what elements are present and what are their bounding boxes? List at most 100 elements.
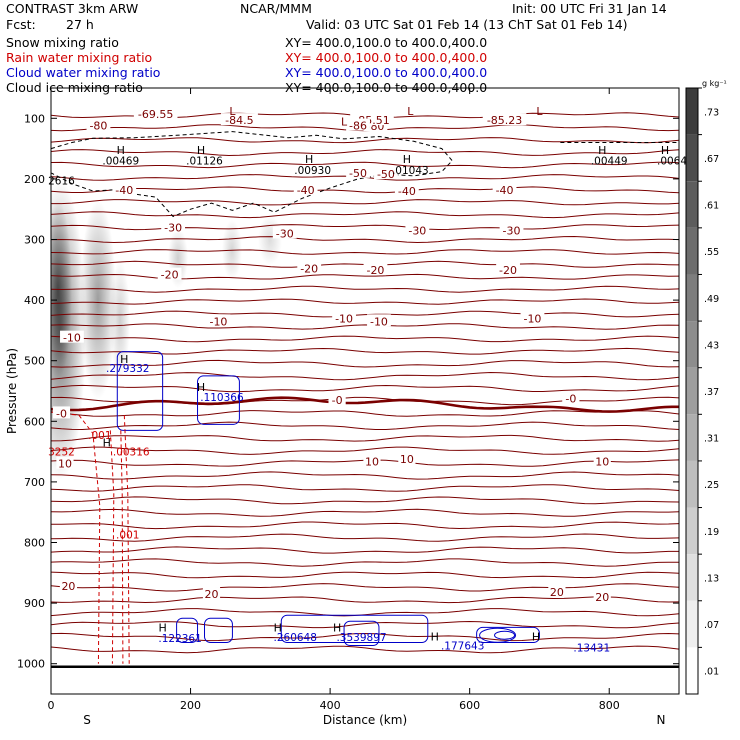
cloud-water-contour [479, 627, 517, 643]
isotherm-line [51, 323, 679, 330]
field-cloudwater-xy: XY= 400.0,100.0 to 400.0,400.0 [285, 65, 488, 80]
isotherm-line [51, 533, 679, 542]
temperature-label-bg [272, 226, 297, 239]
maximum-value-label: .00469 [102, 156, 139, 168]
isotherm-line [51, 335, 679, 343]
rain-water-contours [50, 411, 130, 664]
temperature-label-bg [394, 184, 419, 197]
y-tick-label: 600 [24, 415, 45, 428]
maximum-value-label: .001 [88, 430, 111, 442]
y-tick-label: 200 [24, 173, 45, 186]
isotherm-line [51, 359, 679, 368]
north-end-label: N [657, 713, 666, 727]
colorbar-label: .67 [704, 154, 719, 165]
maximum-value-label: .13431 [573, 642, 610, 654]
fcst-value: 27 h [66, 17, 94, 32]
colorbar-swatch [686, 600, 698, 648]
isotherm-line [51, 546, 679, 554]
temperature-label-bg [482, 113, 527, 126]
maximum-value-label: .110366 [200, 392, 244, 404]
plot-frame [50, 87, 680, 695]
temperature-label-bg [157, 267, 182, 280]
colorbar-label: .37 [704, 387, 719, 398]
temperature-label-bg [374, 167, 398, 180]
high-marker: H [120, 353, 128, 366]
x-tick-label: 200 [180, 699, 201, 712]
colorbar-label: .07 [704, 620, 719, 631]
cloud-water-contour [204, 617, 233, 643]
temperature-label: 20 [595, 591, 609, 604]
south-end-label: S [83, 713, 91, 727]
temperature-label: -30 [276, 227, 294, 240]
temperature-label: -10 [370, 315, 388, 328]
freezing-level-line [51, 396, 679, 413]
high-marker: H [197, 144, 205, 157]
isotherm-line [51, 249, 679, 255]
isotherm-line [51, 186, 679, 194]
low-marker: L [229, 105, 236, 118]
temperature-label-bg [405, 223, 430, 236]
colorbar: .73 .67 .61 .55 .49 .43 .37 .31 .25 .19 .13 .07 .01 g… [685, 79, 727, 695]
temperature-label-bg [297, 261, 322, 274]
maximum-value-label: .177643 [441, 641, 484, 653]
temperature-label: -20 [366, 264, 384, 277]
colorbar-swatch [686, 647, 698, 694]
maximum-value-label: .3539897 [336, 632, 386, 644]
temperature-label: 20 [61, 580, 75, 593]
y-tick-label: 400 [24, 294, 45, 307]
isotherm-line [51, 347, 679, 355]
high-marker: H [431, 630, 439, 643]
maximum-value-label: .01126 [186, 156, 223, 168]
field-rain-xy: XY= 400.0,100.0 to 400.0,400.0 [285, 50, 488, 65]
model-title: CONTRAST 3km ARW [6, 1, 139, 16]
isotherm-line [51, 521, 679, 530]
temperature-label: -0 [332, 394, 343, 407]
isotherm-line [51, 596, 679, 604]
colorbar-swatch [686, 274, 698, 322]
y-tick-label: 800 [24, 537, 45, 550]
cloud-water-contour [476, 626, 540, 643]
snow-shading [51, 180, 282, 480]
temperature-label: -40 [115, 184, 133, 197]
temperature-label: -40 [398, 185, 416, 198]
temperature-label: -20 [300, 263, 318, 276]
y-tick-label: 900 [24, 597, 45, 610]
rain-water-contour [50, 411, 101, 664]
x-tick-label: 0 [48, 699, 55, 712]
cloud-water-contour [116, 351, 164, 431]
isotherm-line [51, 583, 679, 592]
init-time: Init: 00 UTC Fri 31 Jan 14 [512, 1, 667, 16]
temperature-label-bg [363, 454, 381, 467]
isotherm-line [51, 137, 679, 144]
high-marker: H [333, 621, 341, 634]
x-axis-label: Distance (km) [323, 713, 407, 727]
isotherm-line [51, 273, 679, 280]
y-axis-label: Pressure (hPa) [5, 348, 19, 434]
temperature-label-bg [86, 118, 111, 131]
temperature-label-bg [562, 391, 580, 404]
isotherm-line [51, 608, 679, 617]
isotherm-line [51, 421, 679, 431]
temperature-label: 10 [595, 455, 609, 468]
maximum-value-label: .00930 [294, 165, 331, 177]
temperature-label-bg [499, 223, 524, 236]
temperature-label-bg [293, 182, 318, 195]
temperature-label: -20 [161, 269, 179, 282]
cloud-water-contours [116, 351, 540, 647]
isotherm-line [51, 211, 679, 219]
colorbar-frame [685, 87, 699, 695]
colorbar-label: .49 [704, 294, 719, 305]
colorbar-label: .43 [704, 340, 719, 351]
isotherm-line [51, 434, 679, 442]
y-tick-label: 500 [24, 355, 45, 368]
high-marker: H [661, 144, 669, 157]
temperature-label: -30 [503, 224, 521, 237]
high-marker: H [197, 381, 205, 394]
rain-water-contour [123, 415, 130, 664]
temperature-label: -40 [496, 184, 514, 197]
temperature-label-bg [56, 456, 74, 469]
temperature-label-bg [346, 118, 370, 131]
temperature-label-bg [332, 311, 356, 324]
field-snow-xy: XY= 400.0,100.0 to 400.0,400.0 [285, 35, 488, 50]
x-tick-label: 400 [320, 699, 341, 712]
